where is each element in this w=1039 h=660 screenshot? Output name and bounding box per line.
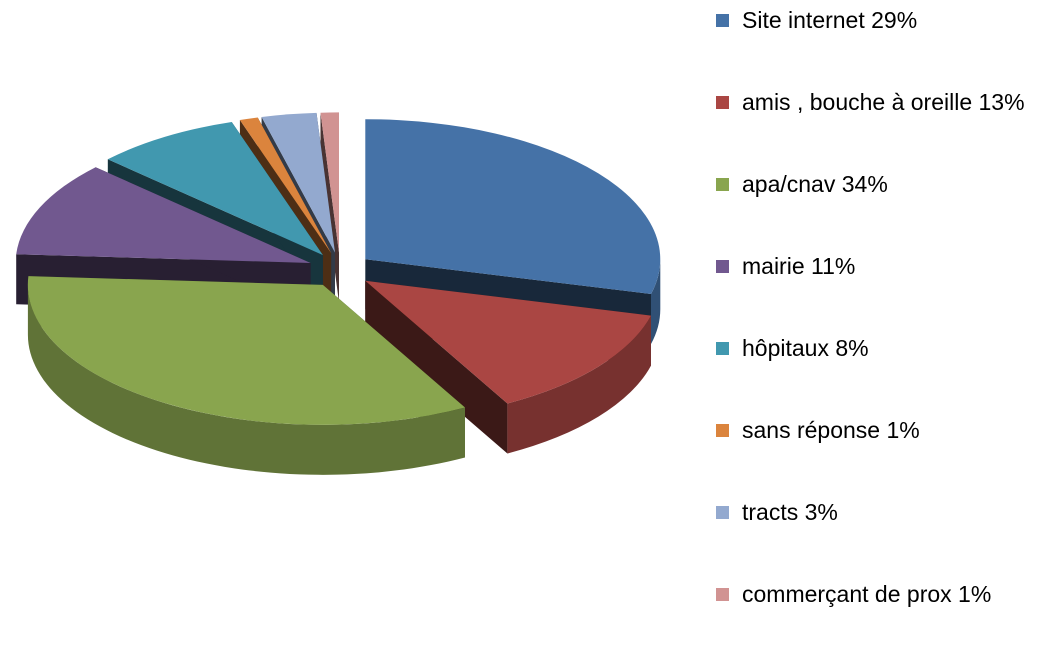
legend-label: commerçant de prox [742, 581, 952, 607]
legend-label: mairie [742, 253, 805, 279]
legend-entry: sans réponse 1% [716, 414, 1036, 496]
legend-value: 8% [835, 335, 869, 361]
legend-swatch [716, 506, 729, 519]
legend-swatch [716, 178, 729, 191]
legend-entry: tracts 3% [716, 496, 1036, 578]
legend-value: 13% [978, 89, 1025, 115]
legend-entry: mairie 11% [716, 250, 1036, 332]
legend-value: 1% [958, 581, 992, 607]
legend-swatch [716, 424, 729, 437]
slice-side [651, 259, 661, 344]
legend-entry: commerçant de prox 1% [716, 578, 1036, 660]
legend-value: 11% [811, 253, 856, 279]
slice-side [507, 315, 651, 454]
legend-label: sans réponse [742, 417, 881, 443]
legend-value: 29% [871, 7, 918, 33]
legend-label: tracts [742, 499, 799, 525]
legend-entry: apa/cnav 34% [716, 168, 1036, 250]
legend-label: apa/cnav [742, 171, 836, 197]
legend: Site internet 29% amis , bouche à oreille… [716, 4, 1036, 660]
legend-entry: amis , bouche à oreille 13% [716, 86, 1036, 168]
slice [261, 112, 335, 253]
legend-swatch [716, 96, 729, 109]
slice [107, 122, 323, 256]
pie-area [16, 112, 661, 475]
legend-label: Site internet [742, 7, 865, 33]
slice-edge [365, 280, 508, 454]
legend-entry: hôpitaux 8% [716, 332, 1036, 414]
legend-swatch [716, 342, 729, 355]
legend-value: 3% [804, 499, 838, 525]
slice [365, 119, 661, 294]
legend-swatch [716, 588, 729, 601]
slice [16, 167, 311, 263]
slice [239, 117, 332, 254]
legend-value: 1% [886, 417, 920, 443]
legend-entry: Site internet 29% [716, 4, 1036, 86]
slice [365, 280, 651, 404]
chart: Site internet 29% amis , bouche à oreille… [16, 7, 1025, 607]
legend-swatch [716, 14, 729, 27]
legend-label: hôpitaux [742, 335, 829, 361]
legend-swatch [716, 260, 729, 273]
slice [27, 276, 465, 425]
slice-side [27, 284, 466, 475]
legend-label: amis , bouche à oreille [742, 89, 973, 115]
legend-value: 34% [841, 171, 888, 197]
slice [320, 112, 339, 253]
